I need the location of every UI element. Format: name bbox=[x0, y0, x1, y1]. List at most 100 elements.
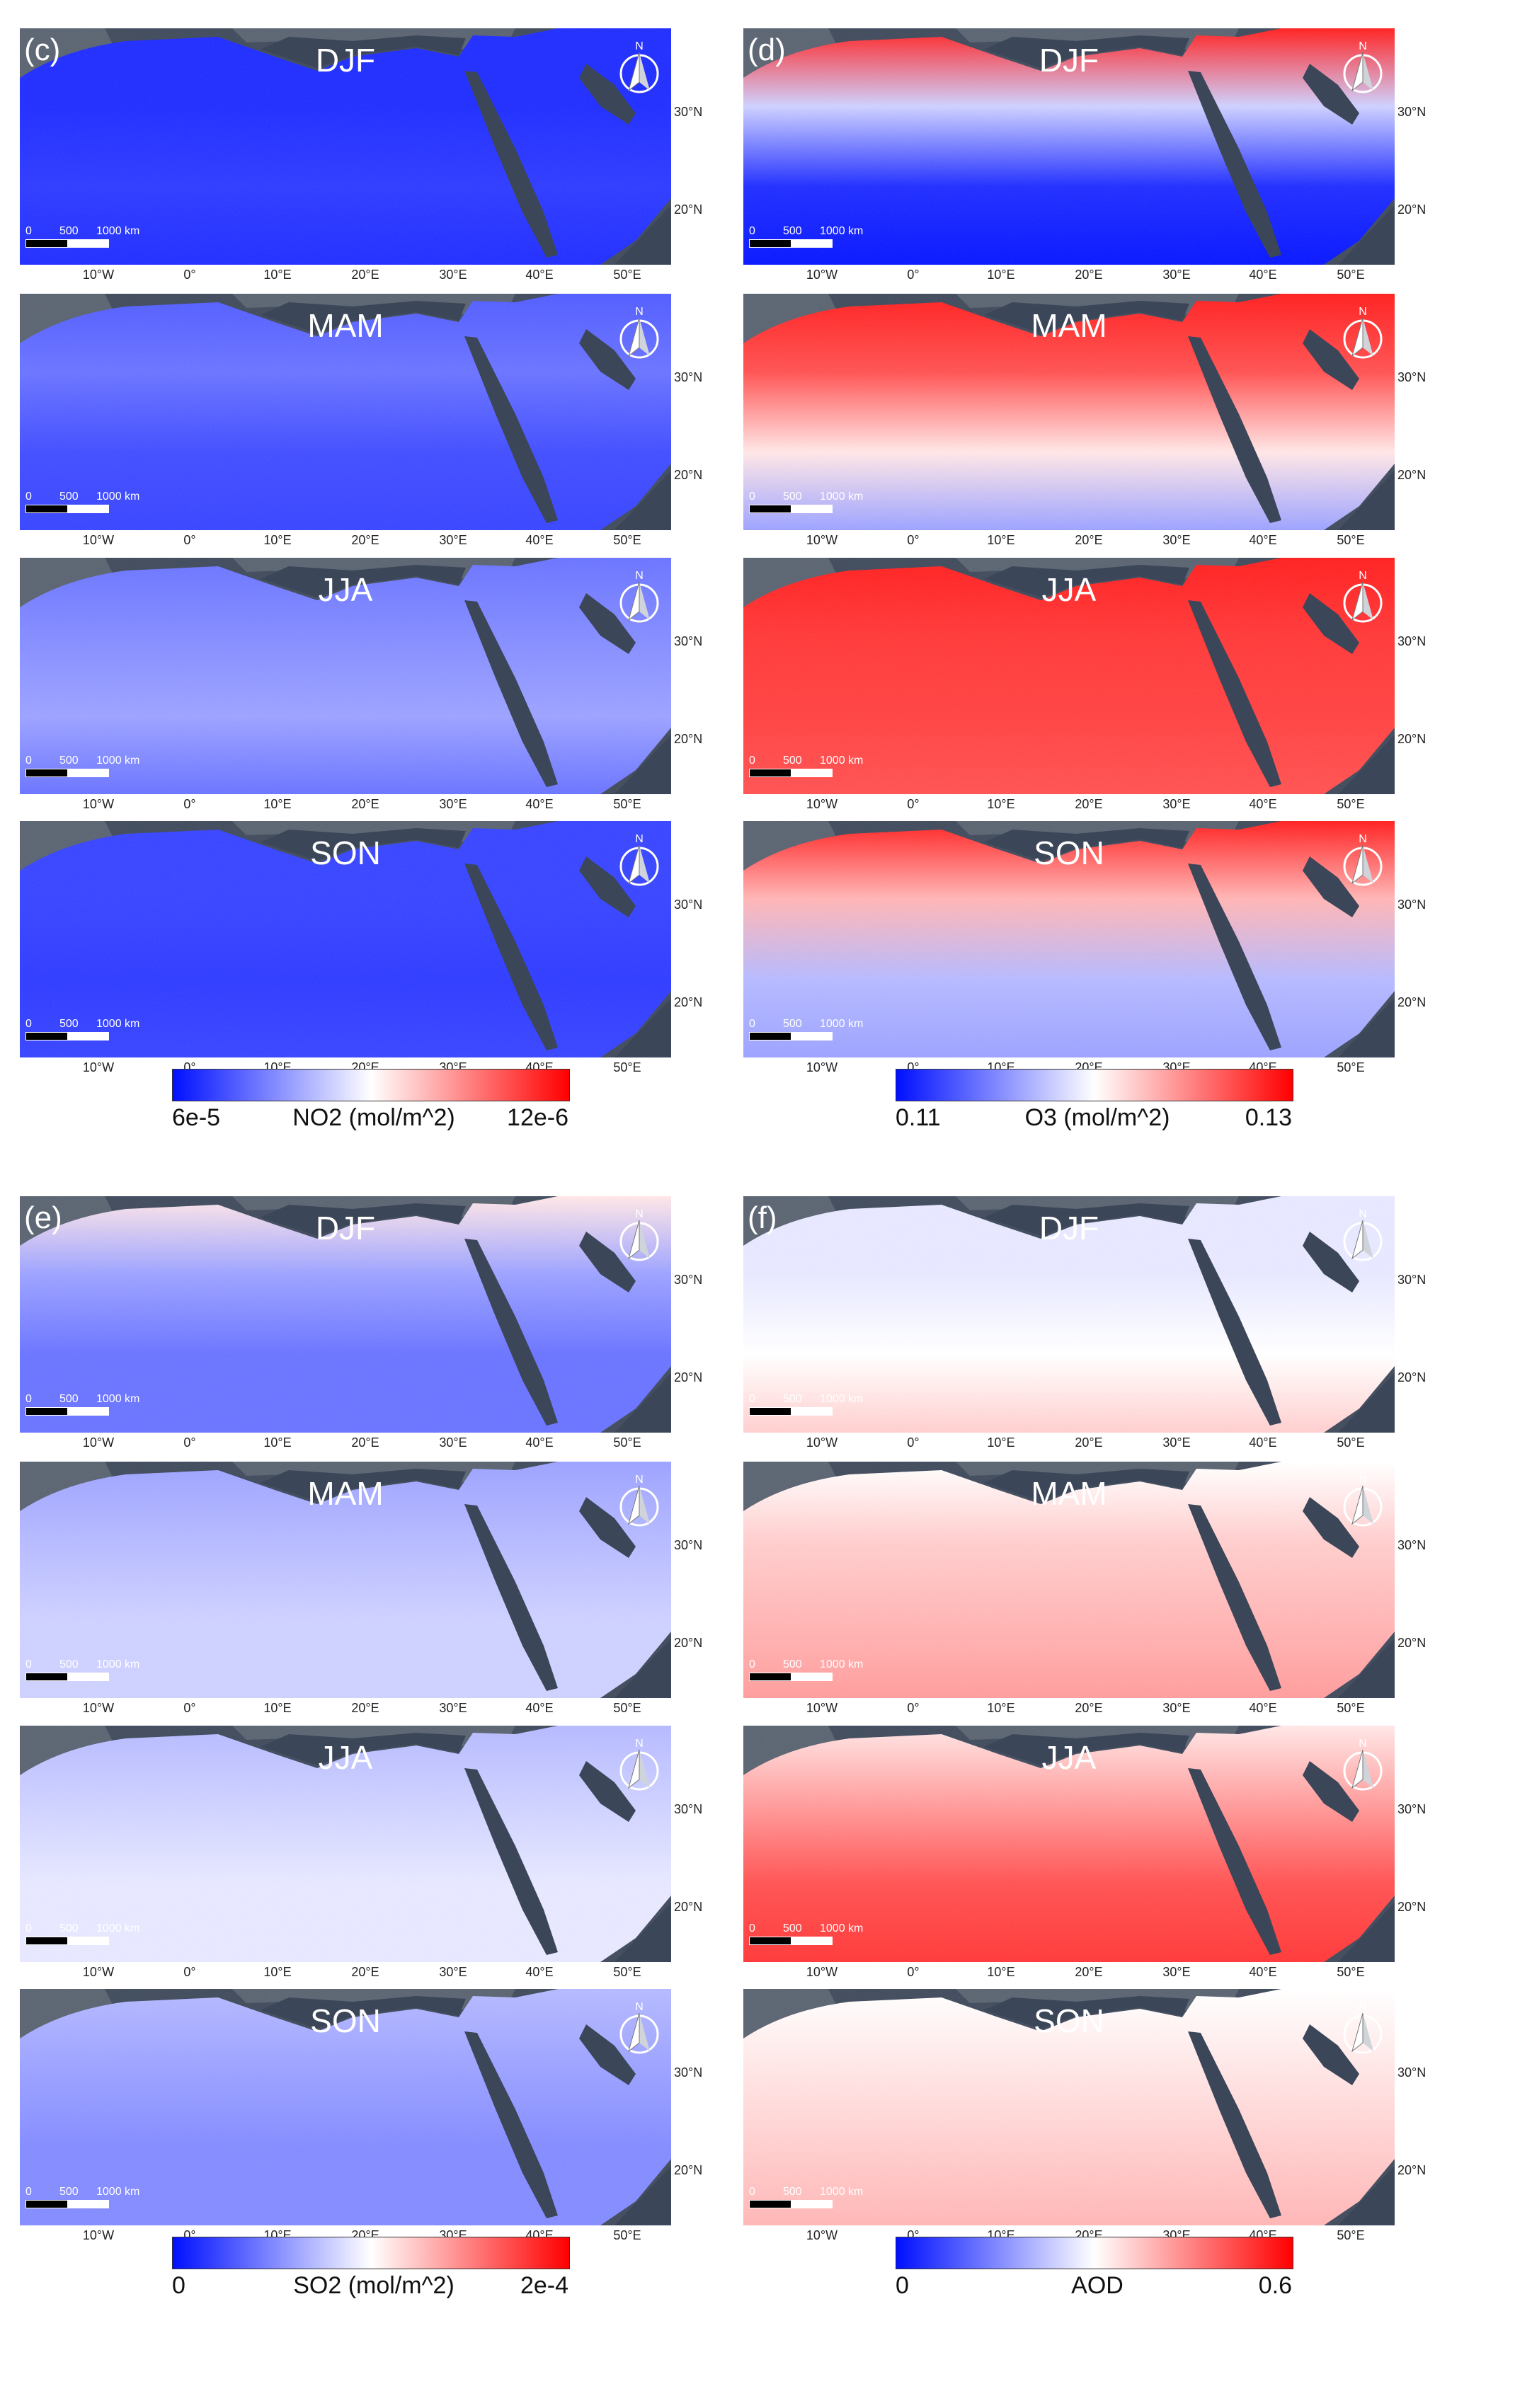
colorbar bbox=[896, 2237, 1293, 2269]
scale-mid: 500 bbox=[59, 1658, 79, 1670]
arabian-sea bbox=[1338, 471, 1395, 530]
red-sea bbox=[1188, 2031, 1281, 2218]
scale-mid: 500 bbox=[783, 225, 802, 237]
map-field bbox=[743, 1989, 1395, 2225]
longitude-tick-label: 20°E bbox=[351, 1435, 379, 1450]
mediterranean-sea bbox=[261, 1203, 466, 1236]
scale-mid: 500 bbox=[783, 1658, 802, 1670]
longitude-tick-label: 30°E bbox=[1162, 797, 1191, 811]
longitude-tick-label: 40°E bbox=[525, 797, 554, 811]
scale-zero: 0 bbox=[25, 1018, 32, 1030]
longitude-tick-label: 50°E bbox=[1337, 268, 1365, 282]
latitude-tick-label: 30°N bbox=[1397, 898, 1427, 912]
arabian-sea bbox=[614, 471, 671, 530]
red-sea bbox=[1188, 1239, 1281, 1426]
map-no2-mam: MAM N 0 500 1000 km bbox=[20, 294, 671, 530]
scale-end: 1000 km bbox=[96, 1658, 140, 1670]
scale-bar: 0 500 1000 km bbox=[25, 1018, 153, 1040]
scale-bar-graphic bbox=[25, 1407, 109, 1416]
colorbar bbox=[896, 1069, 1293, 1101]
noise-texture bbox=[20, 1462, 671, 1698]
longitude-tick-label: 40°E bbox=[1249, 1701, 1277, 1715]
scale-bar: 0 500 1000 km bbox=[749, 1018, 876, 1040]
longitude-tick-label: 30°E bbox=[439, 533, 467, 547]
longitude-tick-label: 10°E bbox=[987, 1701, 1015, 1715]
north-letter: N bbox=[1359, 833, 1367, 845]
red-sea bbox=[464, 336, 558, 523]
scale-zero: 0 bbox=[25, 225, 32, 237]
persian-gulf bbox=[1303, 1761, 1359, 1822]
north-arrow-icon: N bbox=[1338, 1473, 1388, 1530]
longitude-tick-label: 20°E bbox=[1075, 1701, 1103, 1715]
season-label: JJA bbox=[318, 571, 373, 608]
map-field bbox=[20, 1462, 671, 1698]
north-arrow-icon: N bbox=[1338, 832, 1388, 889]
longitude-tick-label: 10°W bbox=[82, 1965, 115, 1979]
longitude-tick-label: 30°E bbox=[439, 1701, 467, 1715]
north-letter: N bbox=[1359, 570, 1367, 582]
scale-zero: 0 bbox=[749, 1018, 755, 1030]
longitude-tick-label: 50°E bbox=[613, 2228, 641, 2242]
scale-bar-graphic bbox=[25, 1673, 109, 1681]
longitude-tick-label: 10°W bbox=[806, 2228, 838, 2242]
season-label: DJF bbox=[1039, 1210, 1099, 1246]
scale-mid: 500 bbox=[783, 1018, 802, 1030]
mediterranean-sea bbox=[984, 1733, 1189, 1765]
scale-bar: 0 500 1000 km bbox=[25, 2186, 153, 2208]
longitude-tick-label: 10°E bbox=[987, 533, 1015, 547]
scale-bar-graphic bbox=[25, 1032, 109, 1040]
longitude-tick-label: 50°E bbox=[613, 268, 641, 282]
persian-gulf bbox=[1303, 329, 1359, 390]
longitude-tick-label: 50°E bbox=[613, 797, 641, 811]
longitude-tick-label: 10°W bbox=[806, 797, 838, 811]
scale-end: 1000 km bbox=[820, 491, 864, 503]
latitude-tick-label: 20°N bbox=[1397, 1636, 1427, 1650]
arabian-sea bbox=[1338, 998, 1395, 1057]
colorbar-max: 0.6 bbox=[1258, 2272, 1292, 2299]
longitude-tick-label: 30°E bbox=[1162, 1435, 1191, 1450]
longitude-tick-label: 0° bbox=[183, 797, 196, 811]
north-letter: N bbox=[635, 833, 644, 845]
scale-zero: 0 bbox=[25, 1658, 32, 1670]
red-sea bbox=[464, 2031, 558, 2218]
north-arrow-icon: N bbox=[614, 305, 664, 362]
longitude-tick-label: 10°E bbox=[263, 1965, 292, 1979]
red-sea bbox=[464, 71, 558, 258]
colorbar-title: AOD bbox=[1071, 2272, 1124, 2299]
persian-gulf bbox=[1303, 64, 1359, 125]
season-label: SON bbox=[1034, 835, 1104, 871]
scale-zero: 0 bbox=[749, 491, 755, 503]
mediterranean-sea bbox=[984, 828, 1189, 861]
longitude-tick-label: 20°E bbox=[1075, 1965, 1103, 1979]
noise-texture bbox=[743, 1726, 1395, 1962]
longitude-labels: 10°W 0° 10°E 20°E 30°E 40°E 50°E bbox=[20, 1965, 671, 1982]
map-field bbox=[743, 558, 1395, 794]
scale-bar: 0 500 1000 km bbox=[749, 1658, 876, 1681]
scale-bar: 0 500 1000 km bbox=[25, 1922, 153, 1945]
north-letter: N bbox=[635, 1474, 644, 1486]
panel-label: (e) bbox=[24, 1200, 62, 1235]
colorbar-min: 0.11 bbox=[896, 1104, 941, 1131]
longitude-tick-label: 40°E bbox=[525, 1435, 554, 1450]
longitude-tick-label: 50°E bbox=[613, 1435, 641, 1450]
noise-texture bbox=[743, 558, 1395, 794]
longitude-tick-label: 50°E bbox=[1337, 1435, 1365, 1450]
mediterranean-sea bbox=[984, 1469, 1189, 1501]
longitude-tick-label: 20°E bbox=[1075, 533, 1103, 547]
scale-bar: 0 500 1000 km bbox=[749, 225, 876, 248]
longitude-tick-label: 20°E bbox=[1075, 797, 1103, 811]
panel-so2: (e) DJF N 0 500 1000 km 10°W 0° 10°E 20°E 30°… bbox=[20, 1196, 728, 2329]
north-letter: N bbox=[1359, 1474, 1367, 1486]
latitude-tick-label: 20°N bbox=[1397, 202, 1427, 217]
noise-texture bbox=[20, 28, 671, 265]
north-arrow-icon: N bbox=[614, 832, 664, 889]
longitude-tick-label: 30°E bbox=[439, 797, 467, 811]
mediterranean-sea bbox=[261, 1733, 466, 1765]
map-o3-jja: JJA N 0 500 1000 km bbox=[743, 558, 1395, 794]
scale-mid: 500 bbox=[783, 491, 802, 503]
red-sea bbox=[464, 1768, 558, 1955]
red-sea bbox=[1188, 336, 1281, 523]
arabian-sea bbox=[1338, 1639, 1395, 1698]
north-arrow-icon: N bbox=[614, 1737, 664, 1794]
arabian-sea bbox=[1338, 1903, 1395, 1962]
